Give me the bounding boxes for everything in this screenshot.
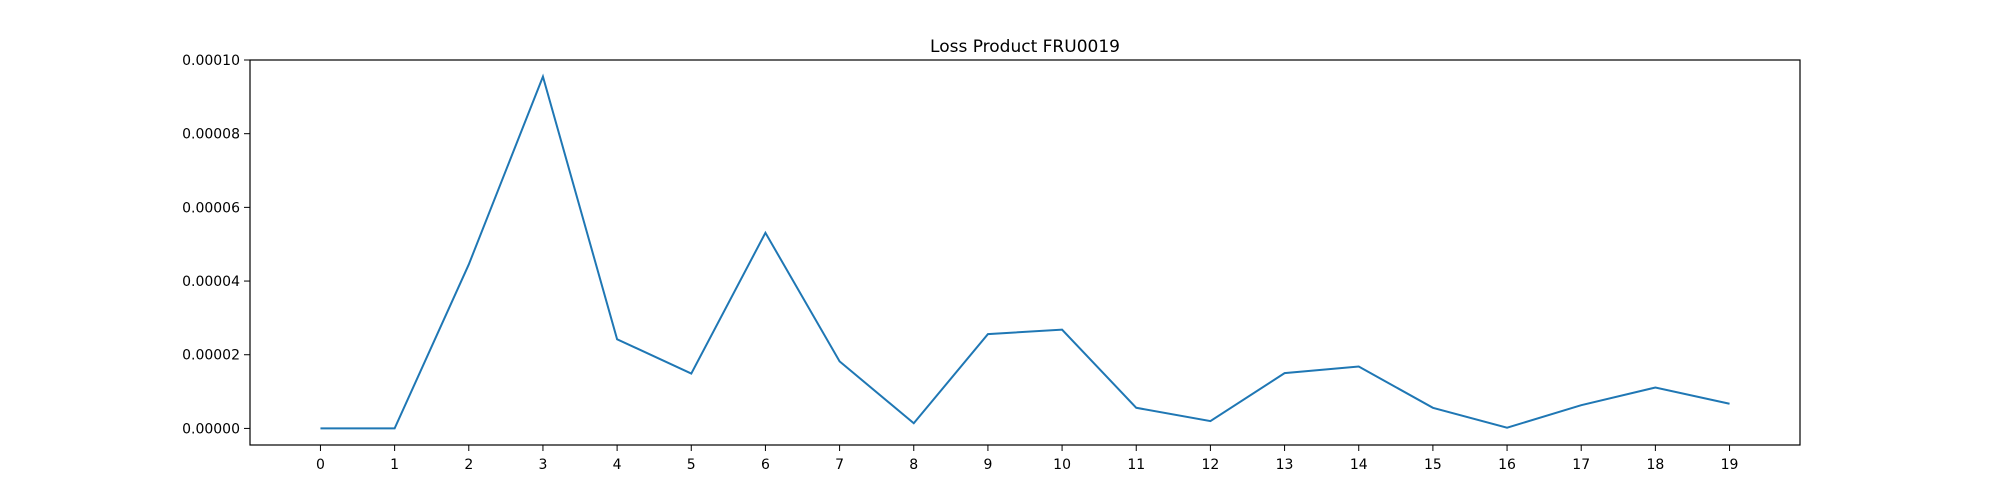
x-tick-label: 18 [1646, 457, 1664, 473]
y-tick-label: 0.00008 [182, 127, 240, 143]
x-tick-label: 5 [687, 457, 696, 473]
y-tick-label: 0.00006 [182, 200, 240, 216]
x-tick-label: 7 [835, 457, 844, 473]
x-tick-label: 0 [316, 457, 325, 473]
x-tick-label: 17 [1572, 457, 1590, 473]
series-line [320, 73, 1730, 430]
y-axis: 0.00000 0.00002 0.00004 0.00006 0.00008 0.000… [182, 53, 250, 437]
y-tick-label: 0.00010 [182, 53, 240, 69]
x-axis: 0 1 2 3 4 5 6 7 8 9 10 11 12 13 14 15 16 17 18 19 [316, 445, 1738, 473]
chart-title: Loss Product FRU0019 [930, 37, 1120, 57]
x-tick-label: 1 [390, 457, 399, 473]
y-tick-label: 0.00000 [182, 421, 240, 437]
series-layer [320, 73, 1730, 430]
x-tick-label: 13 [1276, 457, 1294, 473]
x-tick-label: 16 [1498, 457, 1516, 473]
y-tick-label: 0.00004 [182, 274, 240, 290]
plot-frame [249, 59, 1801, 446]
x-tick-label: 9 [983, 457, 992, 473]
x-tick-label: 2 [464, 457, 473, 473]
x-tick-label: 6 [761, 457, 770, 473]
x-tick-label: 19 [1721, 457, 1739, 473]
y-tick-label: 0.00002 [182, 348, 240, 364]
x-tick-label: 12 [1201, 457, 1219, 473]
x-tick-label: 4 [613, 457, 622, 473]
x-tick-label: 10 [1053, 457, 1071, 473]
x-tick-label: 8 [909, 457, 918, 473]
x-tick-label: 14 [1350, 457, 1368, 473]
x-tick-label: 15 [1424, 457, 1442, 473]
x-tick-label: 3 [538, 457, 547, 473]
x-tick-label: 11 [1127, 457, 1145, 473]
